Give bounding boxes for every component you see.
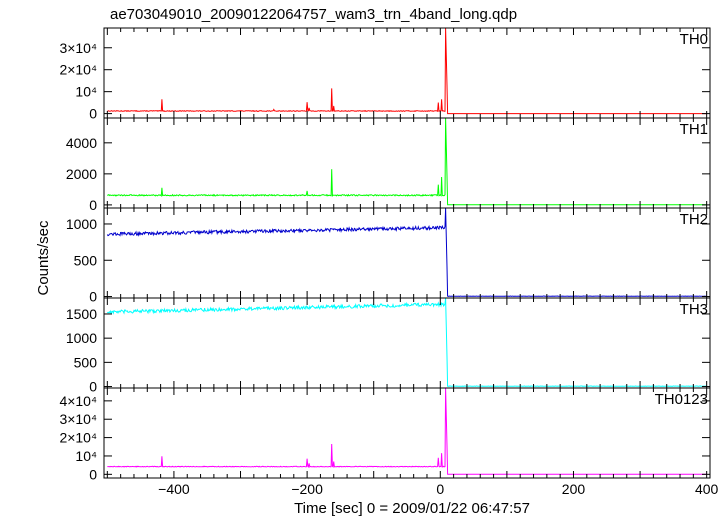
series-line-th3 — [107, 297, 707, 387]
x-tick-label: 200 — [562, 481, 586, 497]
y-tick-label: 0 — [89, 379, 97, 395]
y-tick-label: 1500 — [66, 306, 97, 322]
y-tick-label: 3×10⁴ — [59, 411, 97, 427]
panel-th2: 0 500 1000 TH2 — [66, 207, 711, 305]
panel-label-th2: TH2 — [680, 211, 708, 228]
panel-label-th0123: TH0123 — [655, 391, 708, 408]
y-tick-label: 2×10⁴ — [59, 62, 97, 78]
y-tick-label: 500 — [74, 354, 98, 370]
x-tick-label: 400 — [695, 481, 719, 497]
y-tick-label: 3×10⁴ — [59, 40, 97, 56]
y-tick-label: 10⁴ — [75, 84, 97, 100]
y-tick-label: 500 — [74, 252, 98, 268]
y-axis-label: Counts/sec — [35, 220, 52, 296]
panel-frame — [103, 207, 711, 299]
panel-frame — [103, 117, 711, 209]
panel-label-th3: TH3 — [680, 301, 708, 318]
chart-title: ae703049010_20090122064757_wam3_trn_4ban… — [110, 6, 517, 23]
panel-th1: 0 2000 4000 TH1 — [66, 117, 711, 213]
y-tick-label: 0 — [89, 106, 97, 122]
y-tick-label: 4000 — [66, 135, 97, 151]
y-tick-label: 2000 — [66, 166, 97, 182]
series-line-th1 — [107, 117, 707, 206]
x-tick-label: −400 — [158, 481, 190, 497]
panel-frame — [103, 387, 711, 479]
panel-label-th1: TH1 — [680, 121, 708, 138]
x-tick-label: 0 — [436, 481, 444, 497]
panel-th3: 0 500 1000 1500 TH3 — [66, 297, 711, 395]
x-axis-label: Time [sec] 0 = 2009/01/22 06:47:57 — [294, 500, 530, 516]
series-line-th0123 — [107, 387, 707, 475]
x-tick-label: −200 — [291, 481, 323, 497]
y-tick-label: 10⁴ — [75, 448, 97, 464]
panel-frame — [103, 27, 711, 119]
y-tick-label: 0 — [89, 466, 97, 482]
series-line-th0 — [107, 27, 707, 115]
panel-label-th0: TH0 — [680, 31, 708, 48]
y-tick-label: 1000 — [66, 330, 97, 346]
y-tick-label: 0 — [89, 289, 97, 305]
y-tick-label: 2×10⁴ — [59, 430, 97, 446]
y-tick-label: 1000 — [66, 216, 97, 232]
panel-frame — [103, 297, 711, 389]
panel-th0123: 0 10⁴ 2×10⁴ 3×10⁴ 4×10⁴ TH0123 — [59, 387, 711, 482]
panel-th0: 0 10⁴ 2×10⁴ 3×10⁴ TH0 — [59, 27, 711, 122]
y-tick-label: 0 — [89, 197, 97, 213]
series-line-th2 — [106, 207, 707, 297]
y-tick-label: 4×10⁴ — [59, 393, 97, 409]
